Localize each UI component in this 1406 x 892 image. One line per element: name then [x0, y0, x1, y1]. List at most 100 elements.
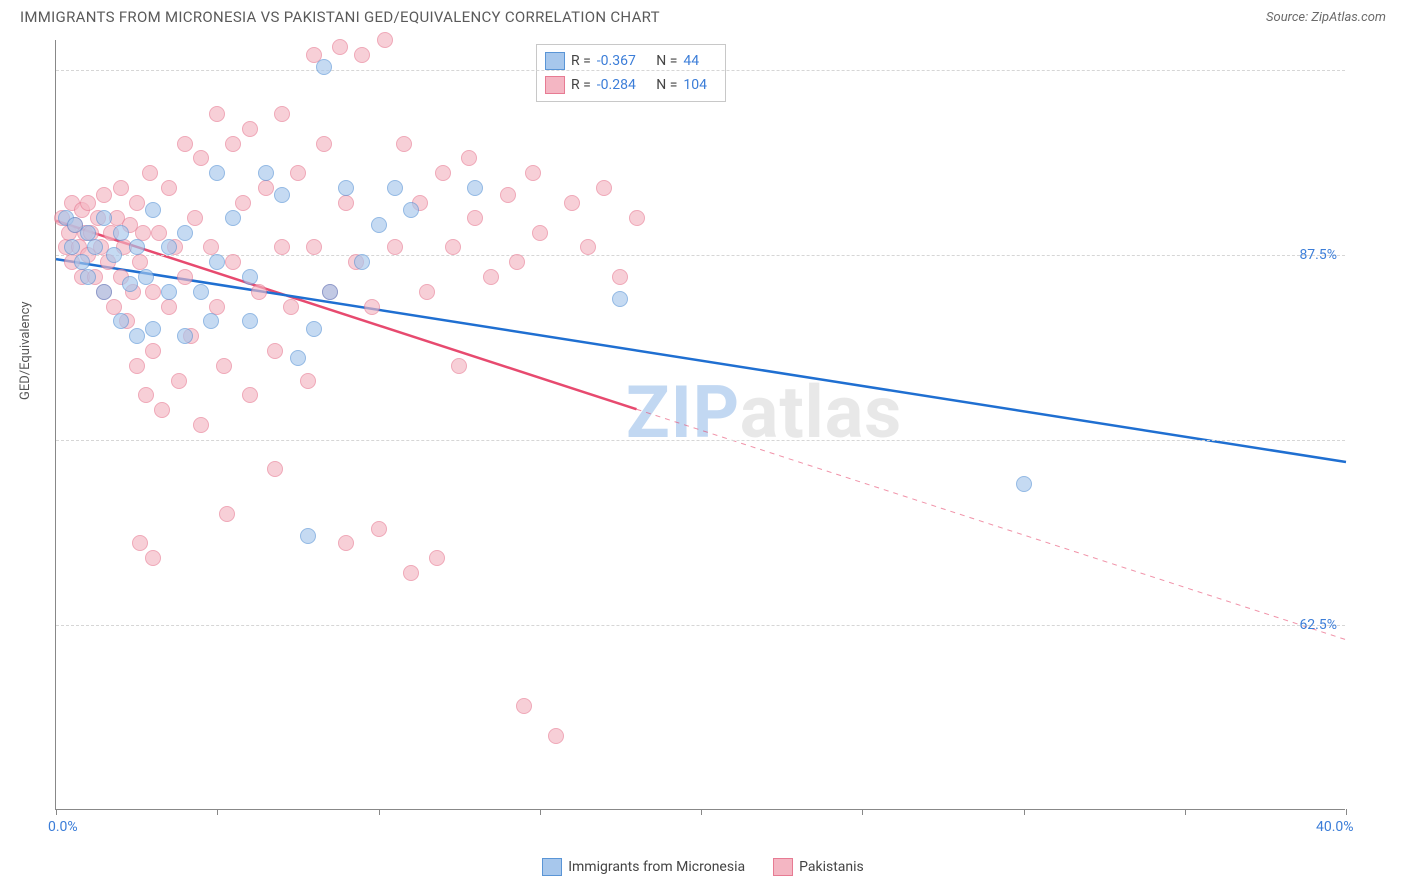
- data-point-micronesia: [290, 350, 306, 366]
- data-point-pakistani: [612, 269, 628, 285]
- data-point-micronesia: [467, 180, 483, 196]
- data-point-micronesia: [74, 254, 90, 270]
- data-point-pakistani: [300, 373, 316, 389]
- data-point-pakistani: [419, 284, 435, 300]
- data-point-pakistani: [525, 165, 541, 181]
- chart-title: IMMIGRANTS FROM MICRONESIA VS PAKISTANI …: [20, 8, 660, 26]
- data-point-pakistani: [80, 195, 96, 211]
- data-point-pakistani: [209, 106, 225, 122]
- x-tick-mark: [217, 809, 218, 815]
- legend-item-pakistani: Pakistanis: [773, 858, 864, 876]
- data-point-micronesia: [316, 59, 332, 75]
- data-point-pakistani: [225, 136, 241, 152]
- data-point-pakistani: [316, 136, 332, 152]
- data-point-pakistani: [338, 195, 354, 211]
- data-point-pakistani: [364, 299, 380, 315]
- n-label: N =: [653, 77, 678, 93]
- data-point-micronesia: [177, 225, 193, 241]
- x-tick-mark: [56, 809, 57, 815]
- data-point-pakistani: [516, 698, 532, 714]
- data-point-pakistani: [161, 299, 177, 315]
- data-point-pakistani: [403, 565, 419, 581]
- data-point-pakistani: [451, 358, 467, 374]
- data-point-micronesia: [354, 254, 370, 270]
- data-point-pakistani: [274, 239, 290, 255]
- data-point-pakistani: [396, 136, 412, 152]
- swatch-pakistani: [545, 76, 565, 94]
- data-point-pakistani: [429, 550, 445, 566]
- data-point-pakistani: [580, 239, 596, 255]
- data-point-micronesia: [96, 284, 112, 300]
- data-point-micronesia: [64, 239, 80, 255]
- n-value-pakistani: 104: [683, 77, 713, 93]
- data-point-micronesia: [87, 239, 103, 255]
- data-point-pakistani: [145, 550, 161, 566]
- gridline: [56, 255, 1345, 256]
- data-point-micronesia: [322, 284, 338, 300]
- data-point-pakistani: [290, 165, 306, 181]
- data-point-pakistani: [145, 343, 161, 359]
- data-point-pakistani: [461, 150, 477, 166]
- data-point-pakistani: [235, 195, 251, 211]
- data-point-pakistani: [274, 106, 290, 122]
- regression-lines: [56, 40, 1345, 809]
- legend-label-micronesia: Immigrants from Micronesia: [568, 859, 745, 875]
- r-value-pakistani: -0.284: [597, 77, 647, 93]
- data-point-micronesia: [1016, 476, 1032, 492]
- legend-label-pakistani: Pakistanis: [799, 859, 864, 875]
- swatch-micronesia: [545, 52, 565, 70]
- data-point-micronesia: [96, 210, 112, 226]
- chart-container: GED/Equivalency ZIPatlas R = -0.367 N = …: [0, 30, 1406, 880]
- data-point-pakistani: [500, 187, 516, 203]
- data-point-pakistani: [564, 195, 580, 211]
- data-point-micronesia: [403, 202, 419, 218]
- x-tick-mark: [379, 809, 380, 815]
- data-point-pakistani: [145, 284, 161, 300]
- plot-area: ZIPatlas R = -0.367 N = 44 R = -0.284 N …: [55, 40, 1345, 810]
- data-point-pakistani: [151, 225, 167, 241]
- n-label: N =: [653, 53, 678, 69]
- data-point-micronesia: [129, 239, 145, 255]
- r-label: R =: [571, 53, 591, 69]
- data-point-pakistani: [209, 299, 225, 315]
- data-point-pakistani: [106, 299, 122, 315]
- data-point-micronesia: [161, 284, 177, 300]
- x-tick-mark: [1346, 809, 1347, 815]
- data-point-pakistani: [377, 32, 393, 48]
- data-point-pakistani: [338, 535, 354, 551]
- data-point-micronesia: [209, 254, 225, 270]
- x-tick-mark: [701, 809, 702, 815]
- data-point-pakistani: [132, 535, 148, 551]
- data-point-micronesia: [122, 276, 138, 292]
- data-point-micronesia: [145, 321, 161, 337]
- data-point-pakistani: [154, 402, 170, 418]
- data-point-micronesia: [80, 269, 96, 285]
- x-tick-mark: [1024, 809, 1025, 815]
- data-point-pakistani: [251, 284, 267, 300]
- data-point-pakistani: [193, 150, 209, 166]
- data-point-pakistani: [135, 225, 151, 241]
- data-point-micronesia: [242, 313, 258, 329]
- data-point-pakistani: [242, 387, 258, 403]
- data-point-micronesia: [138, 269, 154, 285]
- gridline: [56, 70, 1345, 71]
- y-tick-label: 87.5%: [1299, 247, 1337, 263]
- data-point-pakistani: [283, 299, 299, 315]
- y-tick-label: 62.5%: [1299, 617, 1337, 633]
- data-point-micronesia: [113, 225, 129, 241]
- data-point-micronesia: [80, 225, 96, 241]
- data-point-pakistani: [371, 521, 387, 537]
- data-point-pakistani: [225, 254, 241, 270]
- n-value-micronesia: 44: [683, 53, 713, 69]
- data-point-pakistani: [142, 165, 158, 181]
- legend-row-pakistani: R = -0.284 N = 104: [545, 73, 713, 97]
- gridline: [56, 625, 1345, 626]
- data-point-pakistani: [129, 358, 145, 374]
- data-point-pakistani: [113, 180, 129, 196]
- data-point-pakistani: [132, 254, 148, 270]
- data-point-micronesia: [225, 210, 241, 226]
- data-point-pakistani: [267, 343, 283, 359]
- gridline: [56, 440, 1345, 441]
- data-point-pakistani: [306, 239, 322, 255]
- data-point-micronesia: [387, 180, 403, 196]
